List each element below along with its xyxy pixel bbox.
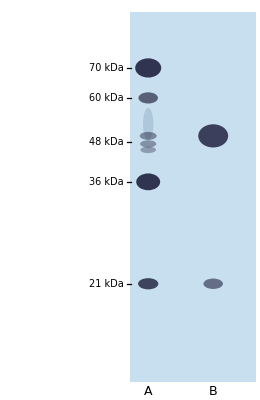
Text: 36 kDa: 36 kDa	[89, 177, 123, 187]
Ellipse shape	[136, 174, 160, 190]
Ellipse shape	[198, 124, 228, 148]
Ellipse shape	[143, 108, 153, 140]
Ellipse shape	[140, 147, 156, 153]
Text: 48 kDa: 48 kDa	[89, 137, 123, 147]
Text: B: B	[209, 385, 218, 398]
Text: 21 kDa: 21 kDa	[89, 279, 124, 289]
Text: 60 kDa: 60 kDa	[89, 93, 123, 103]
Ellipse shape	[203, 278, 223, 289]
Ellipse shape	[140, 140, 156, 148]
Ellipse shape	[138, 92, 158, 104]
Bar	[130, 12, 256, 382]
Ellipse shape	[135, 58, 161, 78]
Text: A: A	[144, 385, 152, 398]
Ellipse shape	[138, 278, 158, 289]
Text: 70 kDa: 70 kDa	[89, 63, 124, 73]
Ellipse shape	[140, 132, 157, 140]
